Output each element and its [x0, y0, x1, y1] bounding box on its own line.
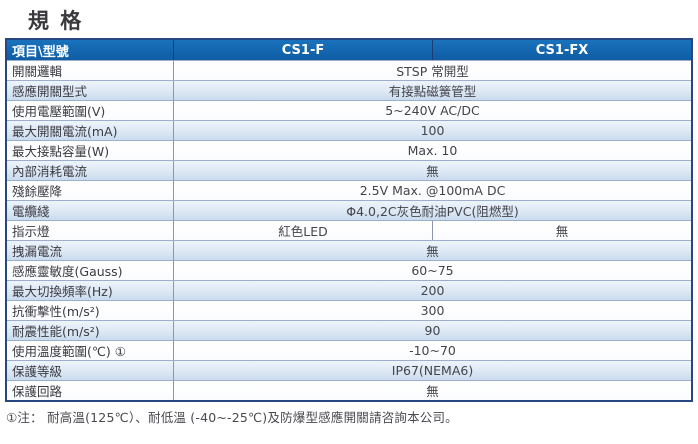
row-label: 使用電壓範圍(V)	[7, 101, 174, 120]
row-value: 200	[420, 283, 445, 298]
row-label: 使用溫度範圍(℃) ①	[7, 341, 174, 360]
table-row: 電纜綫 Φ4.0,2C灰色耐油PVC(阻燃型)	[7, 200, 691, 220]
row-label: 殘餘壓降	[7, 181, 174, 200]
table-header-row: 項目\型號 CS1-F CS1-FX	[7, 40, 691, 60]
row-value: -10~70	[409, 343, 456, 358]
row-label: 內部消耗電流	[7, 161, 174, 180]
row-label: 指示燈	[7, 221, 174, 240]
spec-table: 項目\型號 CS1-F CS1-FX 開關邏輯 STSP 常開型感應開關型式 有接點…	[5, 38, 693, 402]
table-row: 內部消耗電流 無	[7, 160, 691, 180]
table-row: 最大接點容量(W) Max. 10	[7, 140, 691, 160]
row-label: 最大接點容量(W)	[7, 141, 174, 160]
table-row: 最大開關電流(mA) 100	[7, 120, 691, 140]
row-value: 5~240V AC/DC	[385, 103, 480, 118]
row-label: 保護等級	[7, 361, 174, 380]
table-row: 指示燈 紅色LED 無	[7, 220, 691, 240]
row-label: 感應靈敏度(Gauss)	[7, 261, 174, 280]
row-value: STSP 常開型	[396, 64, 469, 79]
page-title: 規 格	[28, 9, 84, 33]
row-label: 拽漏電流	[7, 241, 174, 260]
row-value: 無	[426, 384, 439, 399]
table-row: 抗衝擊性(m/s²) 300	[7, 300, 691, 320]
row-label: 耐震性能(m/s²)	[7, 321, 174, 340]
row-label: 感應開關型式	[7, 81, 174, 100]
row-value: 60~75	[411, 263, 454, 278]
header-col-cs1-fx: CS1-FX	[535, 42, 589, 58]
row-value: 90	[424, 323, 441, 338]
row-value-cs1-fx: 無	[555, 224, 569, 239]
row-value: 無	[426, 244, 439, 259]
footnote: ①注： 耐高溫(125℃）、耐低溫 (-40~-25℃)及防爆型感應開關請咨詢本…	[6, 410, 458, 425]
row-label: 最大開關電流(mA)	[7, 121, 174, 140]
table-row: 開關邏輯 STSP 常開型	[7, 60, 691, 80]
table-row: 耐震性能(m/s²) 90	[7, 320, 691, 340]
table-row: 使用溫度範圍(℃) ① -10~70	[7, 340, 691, 360]
row-label: 保護回路	[7, 381, 174, 400]
spec-table-body: 開關邏輯 STSP 常開型感應開關型式 有接點磁簧管型使用電壓範圍(V) 5~240V…	[7, 60, 691, 400]
row-label: 抗衝擊性(m/s²)	[7, 301, 174, 320]
header-col-cs1-f: CS1-F	[174, 40, 433, 60]
row-value-cs1-f: 紅色LED	[174, 221, 433, 240]
table-row: 保護回路 無	[7, 380, 691, 400]
row-value: Φ4.0,2C灰色耐油PVC(阻燃型)	[346, 204, 519, 219]
table-row: 使用電壓範圍(V) 5~240V AC/DC	[7, 100, 691, 120]
row-value: 有接點磁簧管型	[388, 84, 477, 99]
table-row: 感應靈敏度(Gauss) 60~75	[7, 260, 691, 280]
row-value: 300	[420, 303, 445, 318]
row-value: 100	[420, 123, 445, 138]
header-item-model-label: 項目\型號	[7, 40, 174, 60]
table-row: 殘餘壓降 2.5V Max. @100mA DC	[7, 180, 691, 200]
table-row: 最大切換頻率(Hz) 200	[7, 280, 691, 300]
row-value: Max. 10	[407, 143, 458, 158]
row-label: 最大切換頻率(Hz)	[7, 281, 174, 300]
row-label: 開關邏輯	[7, 61, 174, 80]
row-label: 電纜綫	[7, 201, 174, 220]
table-row: 保護等級 IP67(NEMA6)	[7, 360, 691, 380]
row-value: 無	[426, 164, 439, 179]
table-row: 拽漏電流 無	[7, 240, 691, 260]
row-value: 2.5V Max. @100mA DC	[359, 183, 506, 198]
row-value: IP67(NEMA6)	[391, 363, 474, 378]
table-row: 感應開關型式 有接點磁簧管型	[7, 80, 691, 100]
